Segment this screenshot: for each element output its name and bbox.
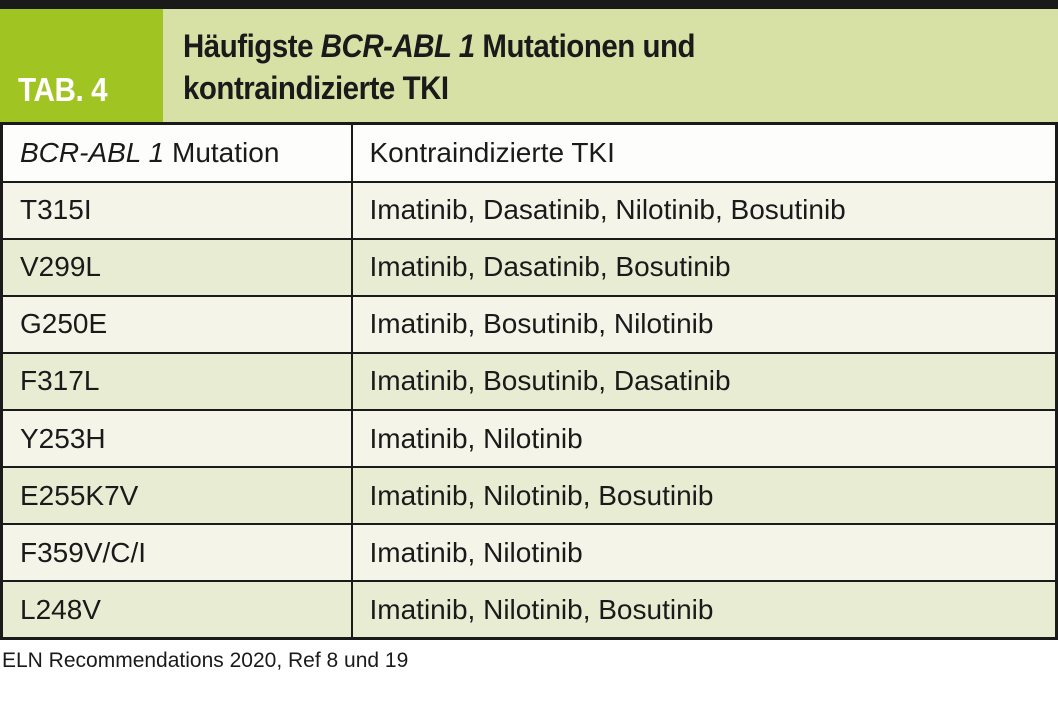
mutation-cell: F359V/C/I — [0, 523, 353, 583]
tab-number-box: TAB. 4 — [0, 9, 163, 122]
tki-cell: Imatinib, Nilotinib, Bosutinib — [350, 466, 1058, 526]
title-gene-italic: BCR-ABL 1 — [320, 28, 475, 64]
table-row: V299L Imatinib, Dasatinib, Bosutinib — [0, 237, 1058, 297]
tki-cell: Imatinib, Dasatinib, Nilotinib, Bosutini… — [350, 180, 1058, 240]
figure-header: TAB. 4 Häufigste BCR-ABL 1 Mutationen un… — [0, 9, 1058, 122]
table-row: F359V/C/I Imatinib, Nilotinib — [0, 523, 1058, 583]
mutation-cell: L248V — [0, 580, 353, 640]
mutation-cell: F317L — [0, 351, 353, 412]
table-header-row: BCR-ABL 1 Mutation Kontraindizierte TKI — [0, 122, 1058, 183]
column-header-tki: Kontraindizierte TKI — [350, 122, 1058, 183]
tab-number-label: TAB. 4 — [18, 71, 108, 108]
table-row: F317L Imatinib, Bosutinib, Dasatinib — [0, 351, 1058, 412]
title-prefix: Häufigste — [183, 28, 321, 64]
tki-cell: Imatinib, Nilotinib, Bosutinib — [350, 580, 1058, 640]
figure-title-line2: kontraindizierte TKI — [183, 67, 1058, 109]
tki-cell: Imatinib, Dasatinib, Bosutinib — [350, 237, 1058, 297]
table-row: G250E Imatinib, Bosutinib, Nilotinib — [0, 294, 1058, 354]
mutation-cell: T315I — [0, 180, 353, 240]
tki-cell: Imatinib, Bosutinib, Nilotinib — [350, 294, 1058, 354]
mutation-cell: Y253H — [0, 408, 353, 469]
title-line2-text: kontraindizierte TKI — [183, 70, 449, 106]
table-row: L248V Imatinib, Nilotinib, Bosutinib — [0, 580, 1058, 640]
column-header-mutation-rest: Mutation — [164, 136, 280, 168]
table-row: Y253H Imatinib, Nilotinib — [0, 408, 1058, 469]
mutation-tki-table: BCR-ABL 1 Mutation Kontraindizierte TKI … — [0, 122, 1058, 640]
figure-title-box: Häufigste BCR-ABL 1 Mutationen und kontr… — [163, 9, 1058, 122]
tki-cell: Imatinib, Nilotinib — [350, 523, 1058, 583]
top-black-rule — [0, 0, 1058, 9]
mutation-cell: V299L — [0, 237, 353, 297]
table-row: E255K7V Imatinib, Nilotinib, Bosutinib — [0, 466, 1058, 526]
mutation-cell: G250E — [0, 294, 353, 354]
tki-cell: Imatinib, Bosutinib, Dasatinib — [350, 351, 1058, 412]
figure-title-line1: Häufigste BCR-ABL 1 Mutationen und — [183, 25, 1058, 67]
mutation-cell: E255K7V — [0, 466, 353, 526]
title-suffix: Mutationen und — [474, 28, 696, 64]
tki-cell: Imatinib, Nilotinib — [350, 408, 1058, 469]
source-note: ELN Recommendations 2020, Ref 8 und 19 — [2, 649, 409, 672]
column-header-gene-italic: BCR-ABL 1 — [20, 136, 165, 168]
column-header-mutation: BCR-ABL 1 Mutation — [0, 122, 353, 183]
table-row: T315I Imatinib, Dasatinib, Nilotinib, Bo… — [0, 180, 1058, 240]
